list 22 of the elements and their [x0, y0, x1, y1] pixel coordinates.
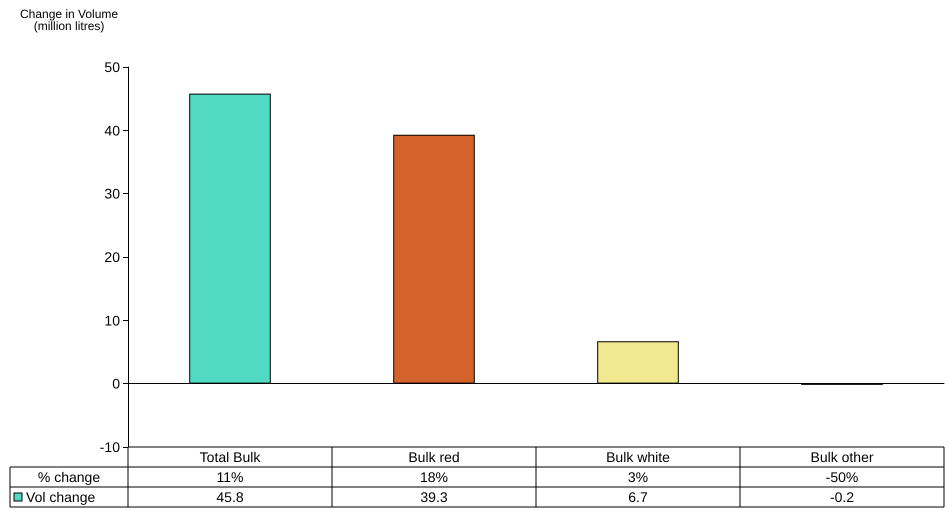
- data-label: 45.8: [216, 489, 244, 505]
- text: 3%: [628, 469, 648, 485]
- text: 11%: [216, 469, 244, 485]
- x-tick-label: Bulk white: [606, 449, 670, 465]
- text: -50%: [826, 469, 858, 485]
- text: % change: [38, 469, 100, 485]
- data-label: -0.2: [830, 489, 854, 505]
- y-tick-label: 40: [104, 122, 120, 138]
- y-tick-label: -10: [100, 439, 120, 455]
- y-tick-label: 10: [104, 312, 120, 328]
- x-tick-label: Bulk other: [810, 449, 874, 465]
- y-tick-label: 30: [104, 186, 120, 202]
- legend-label: Vol change: [26, 489, 96, 505]
- data-label: 6.7: [628, 489, 648, 505]
- x-tick-label: Total Bulk: [200, 449, 262, 465]
- y-tick-label: 50: [104, 59, 120, 75]
- y-tick-label: 0: [112, 376, 120, 392]
- text: 18%: [420, 469, 448, 485]
- y-axis-title: Change in Volume (million litres): [20, 7, 118, 33]
- y-tick-label: 20: [104, 249, 120, 265]
- x-tick-label: Bulk red: [408, 449, 460, 465]
- data-label: 39.3: [420, 489, 448, 505]
